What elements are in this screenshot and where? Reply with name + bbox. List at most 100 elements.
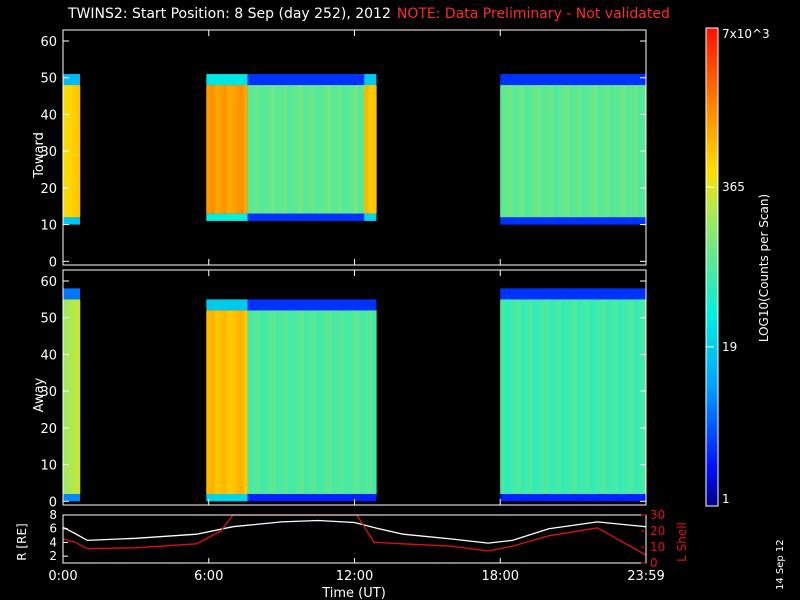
heatmap-column — [544, 299, 550, 494]
heatmap-column — [275, 85, 280, 214]
heatmap-segment — [206, 299, 249, 502]
heatmap-fringe-bottom — [63, 493, 81, 502]
heatmap-column — [605, 85, 611, 218]
date-stamp: 14 Sep 12 — [775, 539, 786, 590]
heatmap-column — [577, 85, 582, 218]
heatmap-column — [67, 85, 73, 218]
heatmap-column — [316, 310, 321, 494]
heatmap-column — [322, 85, 328, 214]
heatmap-column — [218, 310, 224, 494]
heatmap-fringe-top — [63, 288, 81, 300]
heatmap-column — [544, 85, 550, 218]
heatmap-column — [524, 299, 530, 494]
heatmap-column — [504, 85, 509, 218]
heatmap-fringe-bottom — [63, 217, 81, 225]
heatmap-column — [279, 85, 284, 214]
heatmap-column — [585, 299, 590, 494]
heatmap-column — [613, 299, 619, 494]
y-tick-label: 30 — [40, 145, 57, 160]
heatmap-column — [573, 85, 578, 218]
heatmap-column — [508, 299, 513, 494]
heatmap-column — [222, 310, 228, 494]
heatmap-column — [352, 310, 357, 494]
heatmap-column — [560, 299, 566, 494]
colorbar-tick-label: 19 — [722, 340, 737, 354]
heatmap-column — [573, 299, 578, 494]
y-tick-label: 40 — [40, 108, 57, 123]
heatmap-fringe-top — [500, 74, 646, 86]
heatmap-column — [552, 299, 558, 494]
heatmap-column — [601, 85, 607, 218]
heatmap-column — [338, 85, 343, 214]
heatmap-column — [336, 310, 341, 494]
heatmap-column — [324, 310, 329, 494]
heatmap-column — [239, 310, 244, 494]
heatmap-column — [593, 299, 598, 494]
heatmap-column — [565, 85, 570, 218]
heatmap-column — [344, 310, 349, 494]
y-tick-label: 10 — [40, 219, 57, 234]
heatmap-column — [67, 299, 73, 494]
colorbar: 7x10^3 365 19 1 LOG10(Counts per Scan) — [705, 27, 771, 507]
heatmap-column — [613, 85, 619, 218]
toward-panel: 0 10 20 30 40 50 60 Toward — [32, 29, 647, 270]
plot-title: TWINS2: Start Position: 8 Sep (day 252),… — [68, 6, 670, 22]
y-tick-label: 40 — [40, 348, 57, 363]
heatmap-column — [524, 85, 530, 218]
heatmap-column — [222, 85, 228, 214]
title-text: TWINS2: Start Position: 8 Sep (day 252),… — [68, 6, 391, 22]
heatmap-column — [625, 299, 631, 494]
y-tick-label: 50 — [40, 72, 57, 87]
heatmap-column — [298, 85, 304, 214]
heatmap-column — [520, 85, 526, 218]
away-panel: 0 10 20 30 40 50 60 Away — [32, 269, 647, 510]
y-tick-label: 50 — [40, 312, 57, 327]
heatmap-column — [206, 85, 211, 214]
heatmap-column — [350, 85, 355, 214]
colorbar-tick-label: 1 — [722, 492, 730, 506]
heatmap-column — [536, 299, 542, 494]
colorbar-tick-label: 7x10^3 — [722, 27, 770, 41]
heatmap-column — [287, 85, 292, 214]
heatmap-column — [291, 85, 296, 214]
heatmap-column — [340, 310, 345, 494]
heatmap-column — [548, 299, 554, 494]
y-tick-label: 10 — [40, 459, 57, 474]
heatmap-column — [556, 85, 562, 218]
heatmap-fringe-top — [364, 74, 377, 86]
heatmap-column — [283, 310, 289, 494]
heatmap-column — [565, 299, 570, 494]
heatmap-column — [314, 85, 320, 214]
x-tick-label: 0:00 — [48, 569, 77, 584]
heatmap-column — [294, 85, 300, 214]
r-tick-label: 4 — [49, 535, 57, 549]
heatmap-column — [214, 85, 220, 214]
heatmap-fringe-bottom — [500, 217, 646, 225]
heatmap-column — [235, 310, 240, 494]
heatmap-column — [302, 85, 308, 214]
heatmap-column — [516, 299, 521, 494]
heatmap-column — [589, 85, 594, 218]
r-series-line — [62, 519, 646, 544]
heatmap-column — [311, 310, 317, 494]
heatmap-column — [364, 310, 369, 494]
x-tick-label: 23:59 — [627, 569, 664, 584]
heatmap-column — [218, 85, 224, 214]
heatmap-column — [206, 310, 211, 494]
y-tick-label: 20 — [40, 182, 57, 197]
heatmap-column — [303, 310, 309, 494]
preliminary-note: NOTE: Data Preliminary - Not validated — [396, 6, 670, 22]
heatmap-column — [283, 85, 288, 214]
heatmap-fringe-bottom — [500, 493, 646, 502]
heatmap-column — [368, 85, 373, 214]
heatmap-segment — [63, 74, 81, 225]
heatmap-column — [210, 85, 216, 214]
toward-axis-label: Toward — [32, 132, 47, 179]
heatmap-column — [641, 299, 647, 494]
y-tick-label: 30 — [40, 385, 57, 400]
heatmap-column — [520, 299, 526, 494]
heatmap-column — [263, 85, 268, 214]
heatmap-column — [251, 85, 257, 214]
heatmap-column — [259, 85, 264, 214]
heatmap-column — [271, 85, 276, 214]
